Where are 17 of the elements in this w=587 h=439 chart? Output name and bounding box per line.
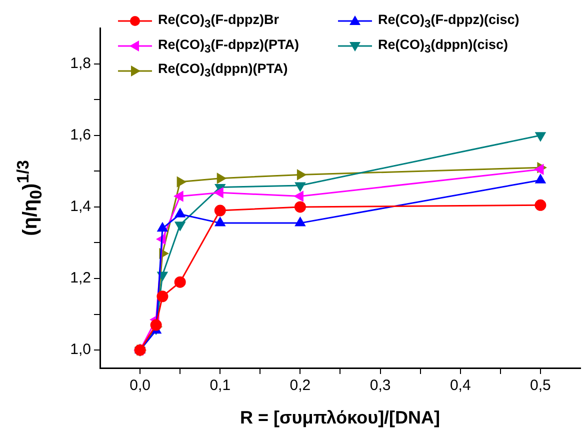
x-tick-label: 0,2 — [290, 377, 311, 394]
x-tick-label: 0,4 — [450, 377, 471, 394]
y-tick-label: 1,4 — [70, 198, 91, 216]
y-tick-label: 1,2 — [70, 270, 91, 287]
y-tick-label: 1,6 — [70, 126, 91, 144]
x-tick-label: 0,0 — [130, 377, 150, 394]
y-tick-label: 1,0 — [70, 341, 91, 358]
x-tick-label: 0,5 — [530, 377, 551, 394]
legend-label: Re(CO)$_{3}$(dppn)(cisc) — [378, 36, 508, 56]
legend-label: Re(CO)$_{3}$(F-dppz)Br — [158, 12, 279, 31]
x-axis-title: R = [συμπλόκου]/[DNA] — [240, 408, 440, 428]
x-tick-label: 0,3 — [370, 377, 391, 394]
x-tick-label: 0,1 — [210, 377, 231, 394]
legend-label: Re(CO)$_{3}$(dppn)(PTA) — [158, 61, 288, 80]
legend-label: Re(CO)$_{3}$(F-dppz)(cisc) — [378, 12, 520, 31]
y-tick-label: 1,8 — [70, 54, 91, 72]
legend-label: Re(CO)$_{3}$(F-dppz)(PTA) — [158, 36, 299, 56]
